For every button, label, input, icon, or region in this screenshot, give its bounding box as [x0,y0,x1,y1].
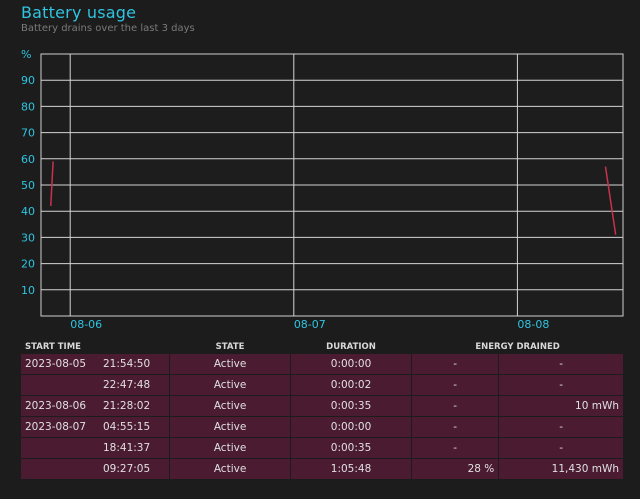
energy-mwh-cell: 10 mWh [499,396,623,416]
start-clock: 21:54:50 [103,358,151,370]
battery-drain-table: START TIME STATE DURATION ENERGY DRAINED… [20,339,624,480]
y-tick-label: 50 [21,179,35,192]
energy-mwh-cell: 11,430 mWh [499,459,623,479]
column-header-state: STATE [215,341,245,352]
table-row: 2023-08-05 21:54:50 Active 0:00:00 - - [21,354,623,374]
y-tick-label: 80 [21,100,35,113]
start-date: 2023-08-05 [25,358,87,370]
table-row: 2023-08-07 04:55:15 Active 0:00:00 - - [21,417,623,437]
state-cell: Active [170,375,290,395]
column-header-duration: DURATION [326,341,376,352]
x-tick-label: 08-06 [70,318,102,331]
state-cell: Active [170,354,290,374]
table-row: 18:41:37 Active 0:00:35 - - [21,438,623,458]
y-unit-label: % [21,48,31,61]
state-cell: Active [170,396,290,416]
energy-percent-cell: - [412,438,499,458]
start-time-cell: 2023-08-06 21:28:02 [21,396,170,416]
state-cell: Active [170,438,290,458]
duration-cell: 0:00:35 [290,438,412,458]
start-time-cell: 18:41:37 [21,438,170,458]
column-header-energy-drained: ENERGY DRAINED [475,341,560,352]
table-row: 09:27:05 Active 1:05:48 28 % 11,430 mWh [21,459,623,479]
x-tick-label: 08-07 [294,318,326,331]
start-clock: 22:47:48 [103,379,151,391]
start-clock: 21:28:02 [103,400,151,412]
duration-cell: 1:05:48 [290,459,412,479]
energy-percent-cell: - [412,396,499,416]
start-time-cell: 2023-08-05 21:54:50 [21,354,170,374]
y-tick-label: 20 [21,258,35,271]
energy-percent-cell: - [412,375,499,395]
energy-percent-cell: - [412,417,499,437]
start-date: 2023-08-06 [25,400,87,412]
y-tick-label: 30 [21,231,35,244]
start-clock: 04:55:15 [103,421,151,433]
start-time-cell: 09:27:05 [21,459,170,479]
column-header-start-time: START TIME [25,341,81,352]
energy-percent-cell: 28 % [412,459,499,479]
duration-cell: 0:00:02 [290,375,412,395]
energy-mwh-cell: - [499,354,623,374]
state-cell: Active [170,459,290,479]
state-cell: Active [170,417,290,437]
energy-mwh-cell: - [499,417,623,437]
table-header-row: START TIME STATE DURATION ENERGY DRAINED [21,340,623,353]
battery-drain-line [604,166,617,235]
battery-drain-chart: % 90 80 70 60 50 40 30 20 10 08-06 08-07 08-08 [21,48,624,331]
page-title: Battery usage [21,3,137,22]
y-tick-label: 70 [21,127,35,140]
start-clock: 09:27:05 [103,463,151,475]
duration-cell: 0:00:00 [290,354,412,374]
battery-drain-line [50,161,54,206]
y-tick-label: 40 [21,205,35,218]
energy-mwh-cell: - [499,438,623,458]
start-time-cell: 2023-08-07 04:55:15 [21,417,170,437]
table-row: 22:47:48 Active 0:00:02 - - [21,375,623,395]
y-tick-label: 90 [21,74,35,87]
start-time-cell: 22:47:48 [21,375,170,395]
x-tick-label: 08-08 [517,318,549,331]
duration-cell: 0:00:00 [290,417,412,437]
duration-cell: 0:00:35 [290,396,412,416]
page-subtitle: Battery drains over the last 3 days [21,23,195,34]
energy-percent-cell: - [412,354,499,374]
table-row: 2023-08-06 21:28:02 Active 0:00:35 - 10 m… [21,396,623,416]
y-tick-label: 10 [21,284,35,297]
start-date: 2023-08-07 [25,421,87,433]
y-tick-label: 60 [21,153,35,166]
energy-mwh-cell: - [499,375,623,395]
start-clock: 18:41:37 [103,442,151,454]
